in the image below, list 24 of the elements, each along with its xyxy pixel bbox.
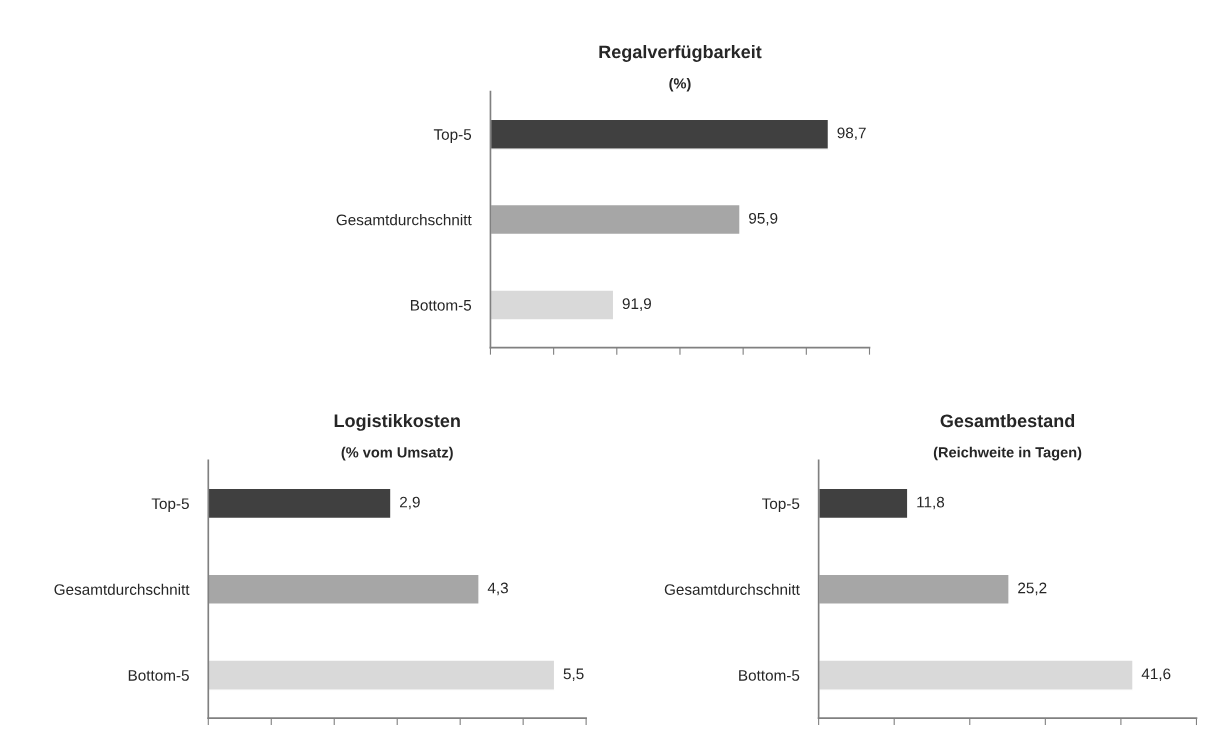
data-label: 98,7 [837, 127, 866, 141]
y-tick-label: Gesamtdurchschnitt [664, 583, 800, 595]
y-tick-label: Top-5 [433, 129, 472, 143]
data-label: 4,3 [487, 582, 508, 596]
data-label: 2,9 [400, 496, 420, 510]
chart-subtitle: (% vom Umsatz) [341, 446, 453, 461]
data-label: 91,9 [622, 298, 651, 311]
data-label: 41,6 [1141, 668, 1171, 682]
chart-title: Gesamtbestand [940, 414, 1075, 428]
y-tick-label: Bottom-5 [410, 300, 472, 311]
y-tick-label: Bottom-5 [128, 670, 189, 681]
data-label: 11,8 [917, 496, 945, 510]
chart-subtitle: (Reichweite in Tagen) [933, 446, 1082, 461]
data-label: 95,9 [749, 212, 778, 226]
y-tick-label: Bottom-5 [739, 670, 800, 681]
y-tick-label: Gesamtdurchschnitt [336, 214, 472, 226]
data-label: 5,5 [563, 668, 584, 682]
y-tick-label: Top-5 [762, 498, 800, 513]
y-tick-label: Gesamtdurchschnitt [54, 583, 190, 595]
data-label: 25,2 [1018, 582, 1047, 596]
chart-title: Regalverfügbarkeit [599, 45, 762, 62]
y-tick-label: Top-5 [151, 498, 189, 513]
chart-subtitle: (%) [669, 77, 691, 92]
chart-title: Logistikkosten [334, 413, 460, 431]
